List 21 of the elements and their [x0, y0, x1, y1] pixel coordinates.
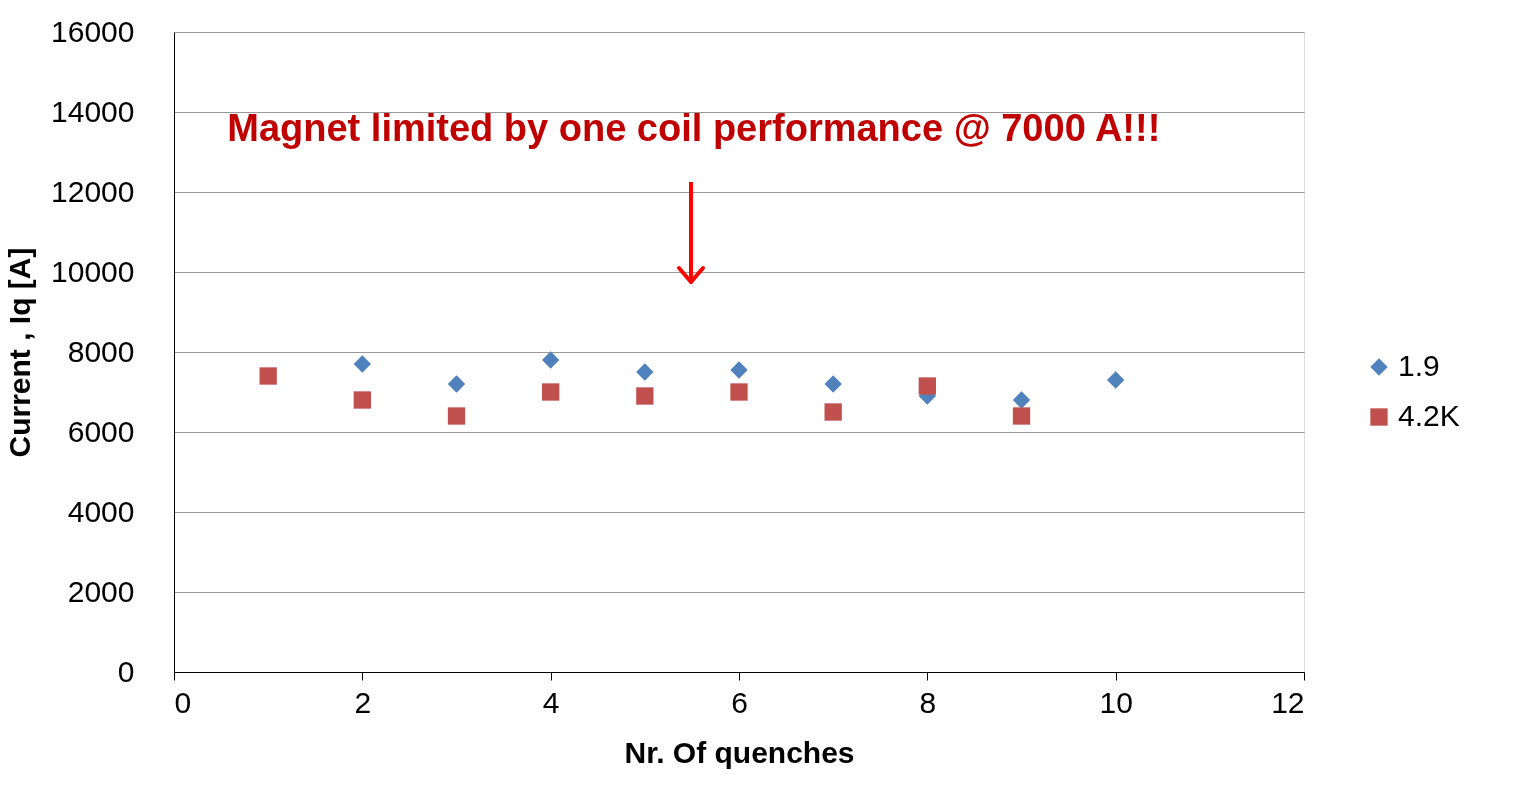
x-tick-label: 0: [174, 685, 192, 719]
y-tick-label: 2000: [67, 574, 135, 608]
x-tick-label: 8: [919, 685, 937, 719]
legend-label: 1.9: [1398, 349, 1440, 382]
y-tick-label: 0: [117, 654, 135, 688]
y-tick-label: 10000: [51, 254, 135, 288]
annotation: Magnet limited by one coil performance @ 7000 A!!!: [227, 107, 1161, 149]
y-tick-label: 4000: [67, 494, 135, 528]
x-tick-label: 6: [731, 685, 748, 719]
y-tick-label: 6000: [67, 414, 135, 448]
y-tick-label: 8000: [67, 334, 135, 368]
x-tick-label: 2: [354, 685, 372, 719]
y-tick-label: 12000: [51, 174, 135, 208]
x-tick-label: 10: [1099, 685, 1133, 719]
y-tick-label: 14000: [51, 94, 135, 128]
y-axis-title: Current , Iq [A]: [3, 247, 37, 458]
x-tick-label: 4: [542, 685, 560, 719]
x-tick-label: 12: [1271, 685, 1305, 719]
x-axis-title: Nr. Of quenches: [624, 735, 855, 769]
y-tick-label: 16000: [51, 14, 135, 48]
legend-label: 4.2K: [1398, 399, 1460, 432]
